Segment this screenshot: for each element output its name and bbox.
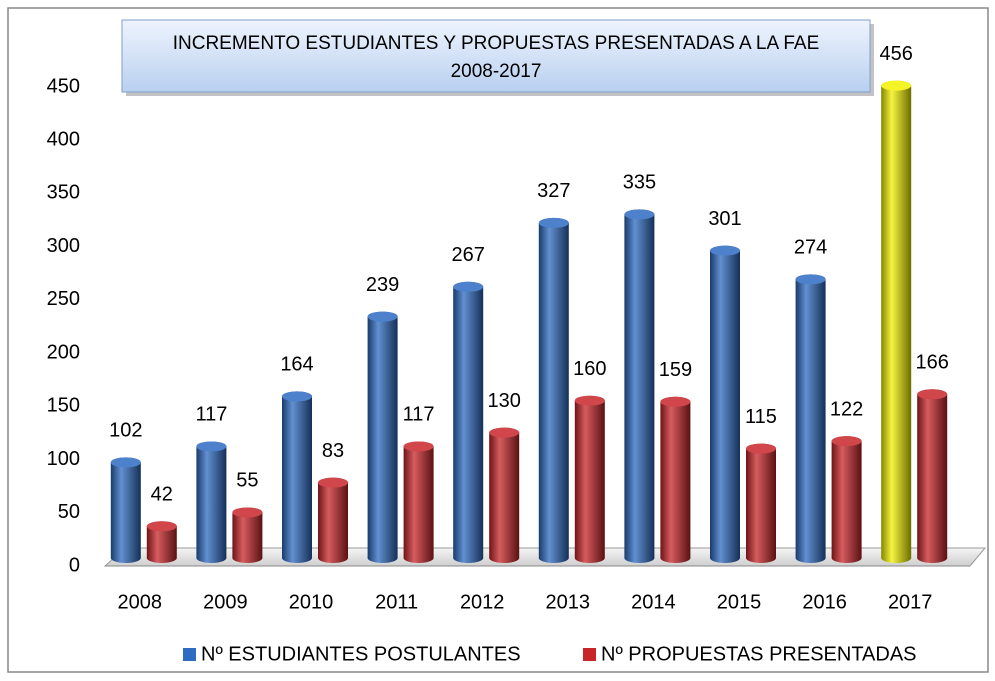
bar: [196, 441, 227, 563]
bar-top: [232, 507, 263, 518]
value-label: 239: [366, 274, 399, 296]
value-label: 160: [573, 358, 606, 380]
chart-border: [7, 7, 989, 673]
bar: [453, 281, 484, 563]
x-tick-label: 2015: [717, 591, 762, 613]
value-label: 164: [280, 354, 313, 376]
value-label: 117: [195, 404, 227, 426]
bar-top: [110, 457, 141, 468]
x-tick-label: 2017: [888, 591, 933, 613]
bar-top: [660, 396, 691, 407]
bar-top: [367, 311, 398, 322]
chart-subtitle: 2008-2017: [451, 61, 542, 82]
bar-top: [746, 443, 776, 454]
y-tick-label: 100: [47, 448, 80, 470]
bar-top: [196, 441, 227, 452]
bar: [710, 245, 740, 563]
bar-top: [453, 281, 484, 292]
bar: [403, 441, 434, 563]
x-tick-label: 2010: [289, 591, 334, 613]
x-tick-label: 2013: [546, 591, 591, 613]
bar: [917, 389, 948, 563]
bar-top: [795, 274, 826, 285]
y-tick-label: 50: [58, 501, 80, 523]
y-tick-label: 200: [47, 341, 80, 363]
chart-title: INCREMENTO ESTUDIANTES Y PROPUESTAS PRES…: [173, 33, 820, 54]
y-tick-label: 450: [47, 75, 80, 97]
value-label: 83: [322, 440, 344, 462]
value-label: 115: [745, 406, 777, 428]
bar: [831, 436, 862, 563]
x-tick-label: 2009: [203, 591, 248, 613]
legend-swatch: [183, 648, 196, 661]
x-tick-label: 2014: [631, 591, 676, 613]
bar: [624, 209, 655, 563]
bar: [574, 395, 605, 563]
bar: [795, 274, 826, 563]
x-tick-label: 2012: [460, 591, 505, 613]
value-label: 55: [236, 470, 258, 492]
bar: [232, 507, 263, 563]
bar-top: [881, 80, 912, 91]
bar-top: [403, 441, 434, 452]
value-label: 117: [403, 404, 435, 426]
bar-top: [831, 436, 862, 447]
legend-label: Nº ESTUDIANTES POSTULANTES: [201, 643, 521, 665]
bar: [489, 427, 520, 563]
value-label: 301: [708, 208, 741, 230]
value-label: 327: [537, 180, 570, 202]
y-tick-label: 400: [47, 129, 80, 151]
bar: [146, 521, 177, 563]
bar-top: [624, 209, 655, 220]
y-tick-label: 150: [47, 395, 80, 417]
x-tick-label: 2008: [118, 591, 163, 613]
bar: [282, 391, 312, 563]
legend-swatch: [583, 648, 596, 661]
value-label: 267: [452, 244, 485, 266]
value-label: 166: [916, 352, 949, 374]
bar-top: [710, 245, 740, 256]
x-tick-label: 2011: [375, 591, 418, 613]
bar: [110, 457, 141, 563]
value-label: 274: [794, 237, 827, 259]
title-box: [121, 19, 871, 93]
value-label: 456: [880, 43, 913, 65]
value-label: 130: [488, 390, 521, 412]
bar: [746, 443, 776, 563]
bar-top: [318, 477, 348, 488]
x-tick-label: 2016: [802, 591, 847, 613]
bar: [318, 477, 348, 563]
bar: [538, 217, 569, 563]
bar-top: [489, 427, 520, 438]
y-tick-label: 300: [47, 235, 80, 257]
value-label: 335: [623, 172, 656, 194]
value-label: 102: [109, 420, 142, 442]
y-tick-label: 250: [47, 288, 80, 310]
bar: [367, 311, 398, 563]
bar-top: [282, 391, 312, 402]
legend-label: Nº PROPUESTAS PRESENTADAS: [601, 643, 917, 665]
bar: [660, 396, 691, 563]
bar: [881, 80, 912, 563]
bar-top: [146, 521, 177, 532]
value-label: 42: [151, 484, 173, 506]
y-tick-label: 0: [69, 554, 80, 576]
bar-top: [574, 395, 605, 406]
value-label: 122: [830, 398, 863, 420]
y-tick-label: 350: [47, 182, 80, 204]
bar-top: [538, 217, 569, 228]
bar-top: [917, 389, 948, 400]
value-label: 159: [659, 359, 692, 381]
